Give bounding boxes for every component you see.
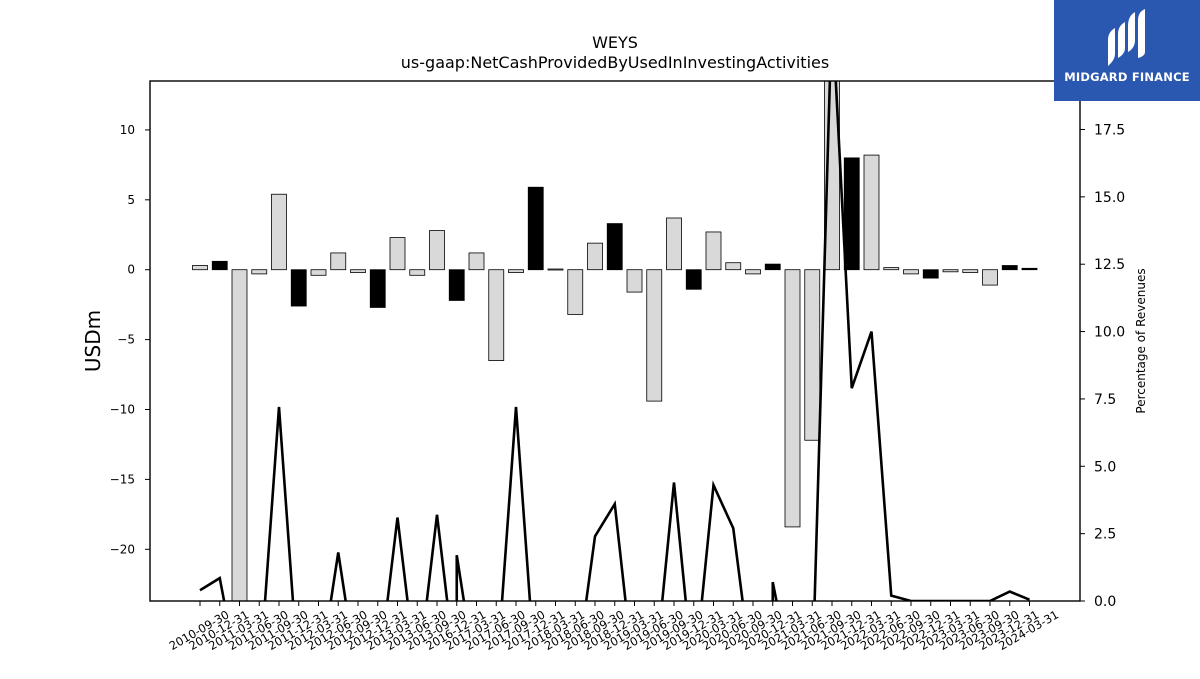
bar	[429, 230, 445, 271]
right-tick-label: 10.0	[1094, 325, 1125, 341]
bar	[725, 262, 742, 271]
bar	[369, 269, 386, 308]
bar	[330, 252, 347, 271]
left-tick-label: −20	[110, 542, 135, 556]
bar	[350, 269, 366, 273]
left-tick-label: 5	[127, 193, 135, 207]
bar	[843, 157, 860, 271]
bar	[231, 269, 248, 601]
bar	[804, 269, 821, 441]
bar	[685, 269, 702, 290]
bar	[468, 252, 485, 271]
left-tick-label: −5	[117, 333, 135, 347]
midgard-logo-icon	[1108, 9, 1145, 66]
bar	[883, 267, 900, 271]
bar	[567, 269, 584, 315]
bar	[863, 154, 880, 271]
right-tick-label: 5.0	[1094, 459, 1116, 475]
bar	[784, 269, 801, 528]
bar	[745, 269, 761, 275]
bar	[646, 269, 663, 402]
brand-logo-text: MIDGARD FINANCE	[1064, 70, 1190, 84]
bar	[508, 269, 524, 273]
right-axis-label: Percentage of Revenues	[1134, 268, 1148, 413]
line-series	[199, 81, 1030, 601]
left-tick-label: −15	[110, 472, 135, 486]
left-axis-label: USDm	[81, 310, 105, 372]
right-tick-label: 12.5	[1094, 257, 1125, 273]
left-tick-label: −10	[110, 402, 135, 416]
bar	[705, 231, 722, 271]
bar	[409, 269, 426, 276]
brand-logo: MIDGARD FINANCE	[1054, 0, 1200, 101]
left-tick-label: 0	[127, 263, 135, 277]
right-tick-label: 15.0	[1094, 190, 1125, 206]
right-tick-label: 17.5	[1094, 122, 1125, 138]
bar	[903, 269, 919, 275]
bar	[764, 263, 781, 271]
bar	[389, 237, 406, 271]
bar-series	[192, 81, 1038, 601]
bar	[666, 217, 682, 271]
bar	[1021, 267, 1038, 271]
bar	[310, 269, 327, 276]
bar	[488, 269, 505, 361]
right-tick-label: 7.5	[1094, 392, 1116, 408]
bar	[527, 186, 544, 271]
line-series-group	[199, 81, 1030, 601]
bar	[448, 269, 465, 301]
bar	[271, 193, 287, 271]
bar	[626, 269, 643, 293]
bar	[211, 260, 228, 271]
chart-subtitle: us-gaap:NetCashProvidedByUsedInInvesting…	[401, 53, 829, 72]
bar	[547, 268, 564, 271]
bar	[290, 269, 307, 307]
chart-title: WEYS	[592, 33, 638, 52]
left-tick-label: 10	[120, 123, 135, 137]
bar	[192, 265, 208, 271]
bar	[942, 269, 959, 273]
bar	[606, 223, 623, 271]
bar	[251, 269, 268, 275]
right-tick-label: 2.5	[1094, 527, 1116, 543]
bar	[962, 269, 979, 273]
right-tick-label: 0.0	[1094, 594, 1116, 610]
bar	[1001, 265, 1018, 271]
bar	[587, 242, 603, 271]
bar	[982, 269, 998, 286]
bar	[922, 269, 939, 279]
plot-frame	[149, 80, 1081, 602]
